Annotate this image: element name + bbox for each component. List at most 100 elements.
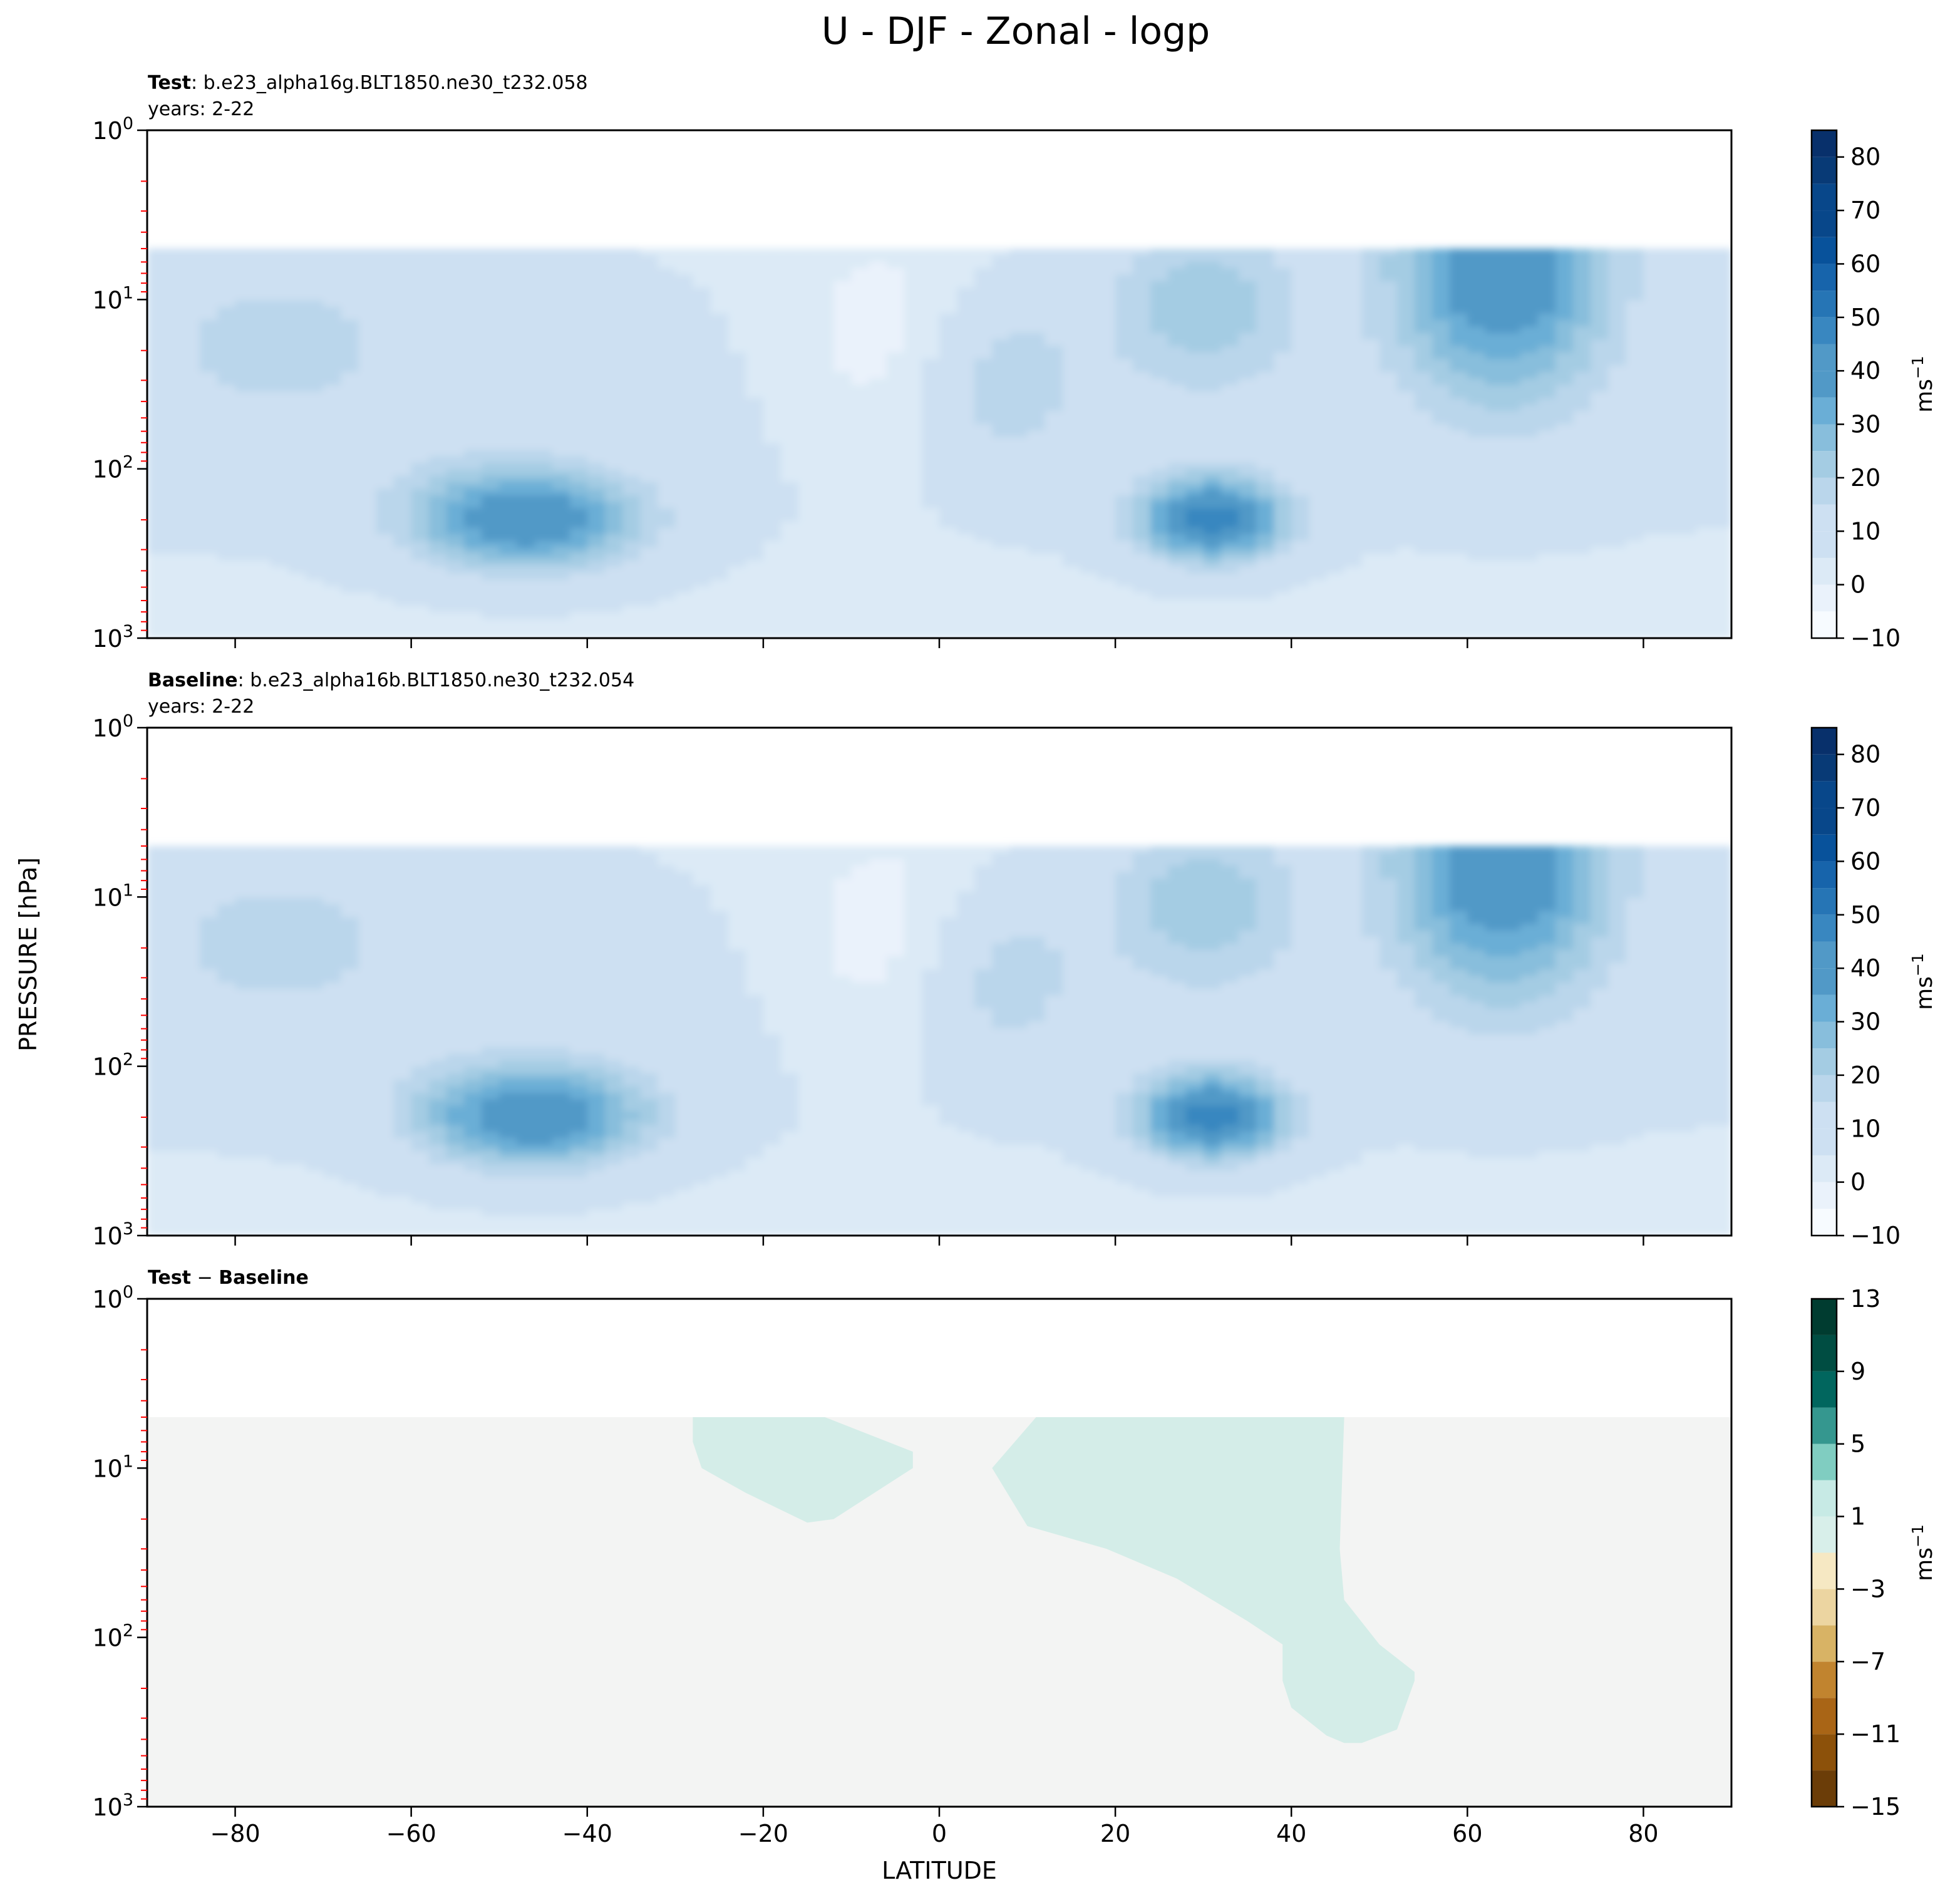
field-cell [1485, 508, 1504, 515]
field-cell [1520, 515, 1539, 522]
field-cell [200, 540, 219, 548]
field-cell [1062, 294, 1081, 301]
field-cell [957, 391, 976, 399]
field-cell [1485, 430, 1504, 438]
field-cell [1274, 554, 1292, 561]
field-cell [1573, 287, 1591, 295]
field-cell [728, 268, 746, 276]
field-cell [287, 566, 306, 574]
field-cell [1150, 586, 1169, 594]
field-cell [921, 515, 940, 522]
field-cell [1098, 554, 1116, 561]
field-cell [658, 599, 676, 606]
field-cell [1502, 352, 1521, 360]
field-cell [1150, 411, 1169, 418]
field-cell [287, 333, 306, 340]
field-cell [235, 566, 254, 574]
field-cell [1467, 339, 1486, 347]
field-cell [1274, 534, 1292, 542]
field-cell [1661, 488, 1679, 496]
field-cell [1309, 371, 1328, 379]
field-cell [1696, 352, 1715, 360]
field-cell [939, 495, 957, 503]
field-cell [974, 515, 993, 522]
field-cell [1185, 423, 1204, 431]
field-cell [569, 391, 588, 399]
field-cell [763, 417, 781, 425]
field-cell [1256, 411, 1274, 418]
field-cell [1168, 326, 1187, 334]
field-cell [1238, 599, 1257, 606]
field-cell [1238, 547, 1257, 555]
field-cell [1555, 261, 1574, 269]
field-cell [569, 606, 588, 613]
field-cell [1027, 495, 1046, 503]
field-cell [217, 281, 236, 288]
field-cell [974, 281, 993, 288]
field-cell [1044, 443, 1063, 451]
field-cell [745, 508, 764, 515]
field-cell [1661, 404, 1679, 411]
field-cell [1062, 566, 1081, 574]
field-cell [1203, 521, 1222, 529]
field-cell [1361, 534, 1380, 542]
field-cell [182, 579, 201, 587]
field-cell [886, 495, 905, 503]
field-cell [904, 521, 922, 529]
field-cell [182, 339, 201, 347]
field-cell [658, 411, 676, 418]
field-cell [428, 385, 447, 392]
field-cell [781, 287, 799, 295]
field-cell [1361, 411, 1380, 418]
field-cell [182, 599, 201, 606]
field-cell [658, 333, 676, 340]
field-cell [658, 404, 676, 411]
field-cell [798, 391, 817, 399]
field-cell [1309, 378, 1328, 386]
field-cell [728, 599, 746, 606]
field-cell [1027, 313, 1046, 321]
field-cell [992, 346, 1011, 353]
field-cell [499, 573, 518, 581]
field-cell [728, 554, 746, 561]
field-cell [1696, 300, 1715, 308]
field-cell [763, 391, 781, 399]
field-cell [622, 287, 641, 295]
field-cell [781, 359, 799, 366]
field-cell [1080, 482, 1098, 490]
field-cell [1485, 352, 1504, 360]
field-cell [341, 333, 359, 340]
field-cell [306, 346, 324, 353]
field-cell [1485, 371, 1504, 379]
field-cell [1396, 313, 1415, 321]
field-cell [1591, 436, 1609, 444]
field-cell [992, 281, 1011, 288]
field-cell [1415, 482, 1433, 490]
field-cell [1044, 398, 1063, 405]
field-cell [1555, 592, 1574, 600]
field-cell [323, 423, 342, 431]
field-cell [1432, 482, 1451, 490]
field-cell [446, 482, 465, 490]
field-cell [147, 319, 165, 328]
field-cell [974, 294, 993, 301]
field-cell [1133, 508, 1152, 515]
field-cell [1450, 359, 1468, 366]
field-cell [358, 469, 377, 477]
field-cell [1396, 352, 1415, 360]
field-cell [1608, 319, 1627, 328]
field-cell [1044, 573, 1063, 581]
field-cell [1608, 540, 1627, 548]
field-cell [165, 411, 183, 418]
field-cell [1379, 547, 1398, 555]
field-cell [165, 287, 183, 295]
field-cell [1643, 515, 1662, 522]
field-cell [1573, 534, 1591, 542]
field-cell [693, 319, 711, 328]
field-cell [1678, 450, 1697, 457]
field-cell [1537, 352, 1556, 360]
field-cell [1537, 573, 1556, 581]
field-cell [1626, 333, 1644, 340]
field-cell [622, 547, 641, 555]
field-cell [1080, 554, 1098, 561]
